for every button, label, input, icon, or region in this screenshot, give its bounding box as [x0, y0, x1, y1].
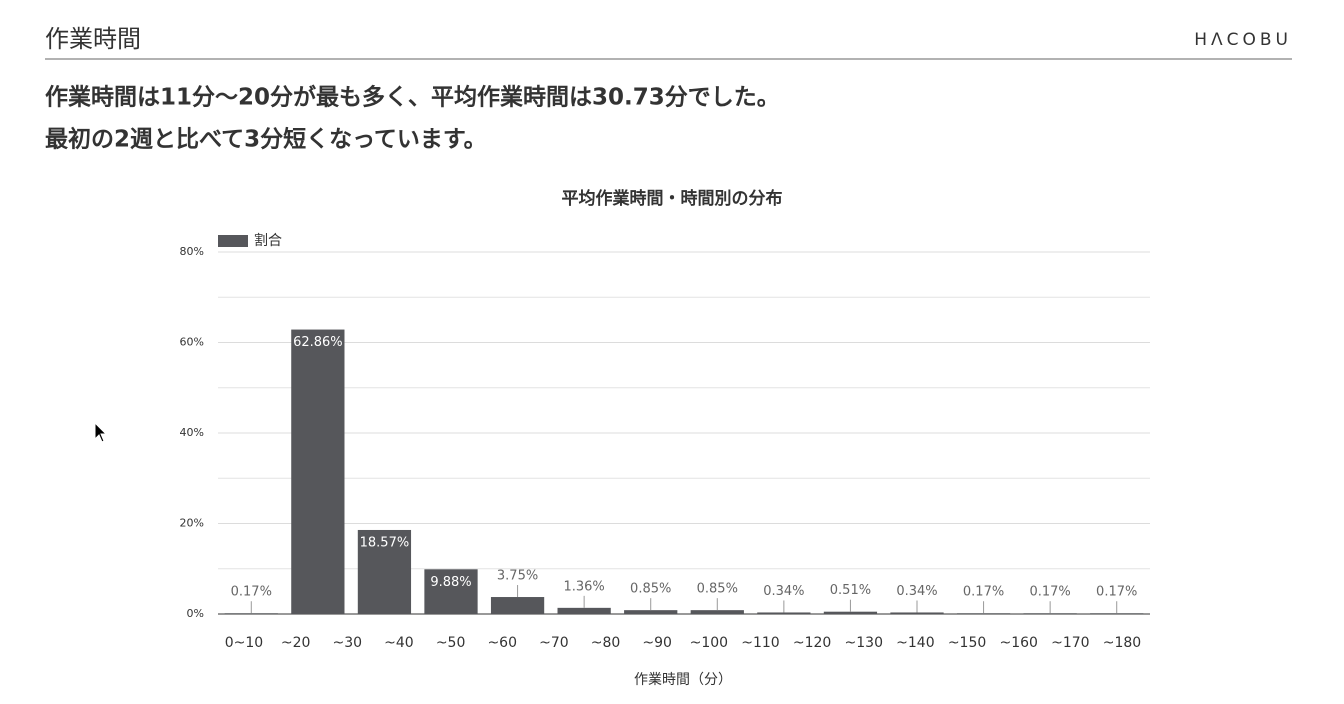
- y-tick-label: 40%: [180, 426, 204, 439]
- value-label: 0.17%: [963, 585, 1004, 600]
- chart: 平均作業時間・時間別の分布 作業時間（分） 0% 20% 40% 60% 80% 0~10…: [180, 188, 1150, 688]
- headline: 最初の2週と比べて3分短くなっています。: [45, 126, 487, 153]
- value-label: 9.88%: [430, 575, 471, 590]
- bar: [424, 569, 478, 614]
- value-label: 0.85%: [630, 582, 671, 597]
- x-tick-label: ~180: [1103, 635, 1141, 651]
- value-label: 0.51%: [830, 583, 871, 598]
- x-tick-label: ~100: [690, 635, 728, 651]
- x-axis-title: 作業時間（分）: [634, 672, 732, 688]
- x-tick-label: ~40: [384, 635, 414, 651]
- headline: 作業時間は11分〜20分が最も多く、平均作業時間は30.73分でした。: [45, 84, 780, 111]
- value-label: 0.34%: [763, 584, 804, 599]
- x-tick-label: ~90: [642, 635, 672, 651]
- bar: [1023, 613, 1077, 614]
- page-title: 作業時間: [45, 25, 141, 53]
- x-tick-label: ~80: [591, 635, 621, 651]
- y-tick-label: 80%: [180, 245, 204, 258]
- legend-label: 割合: [254, 232, 282, 249]
- bar: [557, 607, 611, 614]
- value-label: 3.75%: [497, 569, 538, 584]
- logo: HΛCOBU: [1194, 30, 1292, 50]
- x-tick-label: ~170: [1051, 635, 1089, 651]
- x-tick-label: ~130: [845, 635, 883, 651]
- x-tick-label: ~60: [487, 635, 517, 651]
- value-label: 1.36%: [563, 579, 604, 594]
- x-tick-label: 0~10: [225, 635, 263, 651]
- x-tick-label: ~160: [999, 635, 1037, 651]
- x-tick-label: ~70: [539, 635, 569, 651]
- value-label: 0.85%: [697, 582, 738, 597]
- x-tick-label: ~20: [281, 635, 311, 651]
- x-tick-label: ~30: [333, 635, 363, 651]
- bar: [1090, 613, 1144, 614]
- bar: [690, 610, 744, 614]
- bar: [890, 612, 944, 614]
- y-tick-label: 60%: [180, 336, 204, 349]
- bar: [291, 329, 345, 614]
- chart-title: 平均作業時間・時間別の分布: [562, 188, 783, 209]
- x-tick-label: ~140: [896, 635, 934, 651]
- cursor: [94, 421, 108, 443]
- value-label: 0.17%: [1029, 585, 1070, 600]
- x-tick-label: ~50: [436, 635, 466, 651]
- bar: [757, 612, 811, 614]
- value-label: 18.57%: [360, 535, 410, 550]
- x-tick-label: ~110: [741, 635, 779, 651]
- bar: [490, 597, 545, 614]
- x-tick-label: ~150: [948, 635, 986, 651]
- x-tick-label: ~120: [793, 635, 831, 651]
- y-tick-label: 0%: [187, 607, 204, 620]
- y-tick-label: 20%: [180, 517, 204, 530]
- bar: [624, 610, 678, 614]
- value-label: 0.17%: [231, 585, 272, 600]
- bar: [357, 529, 412, 614]
- legend-swatch: [218, 235, 248, 247]
- value-label: 62.86%: [293, 335, 343, 350]
- value-label: 0.17%: [1096, 585, 1137, 600]
- bar: [823, 611, 878, 614]
- value-label: 0.34%: [896, 584, 937, 599]
- bar: [224, 613, 278, 614]
- bar: [956, 613, 1011, 614]
